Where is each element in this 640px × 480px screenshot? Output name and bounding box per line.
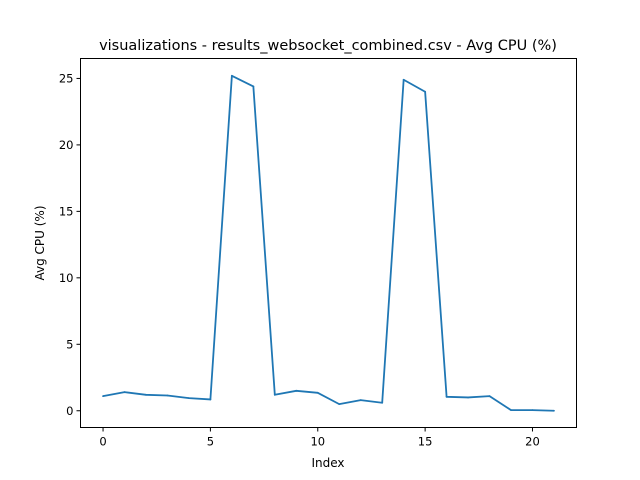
data-point — [424, 90, 427, 93]
x-tick-label: 10 — [310, 435, 325, 449]
x-tick-label: 0 — [99, 435, 106, 449]
chart-title: visualizations - results_websocket_combi… — [99, 38, 557, 54]
y-tick-label: 20 — [59, 138, 74, 152]
x-tick-label: 20 — [525, 435, 540, 449]
data-point — [230, 74, 233, 77]
data-point — [273, 393, 276, 396]
data-point — [166, 394, 169, 397]
data-point — [338, 403, 341, 406]
data-point — [295, 389, 298, 392]
data-point — [316, 391, 319, 394]
data-point — [359, 399, 362, 402]
series-line — [102, 74, 554, 412]
y-axis-label: Avg CPU (%) — [33, 205, 47, 280]
data-point — [102, 395, 104, 398]
data-point — [209, 398, 212, 401]
data-point — [488, 395, 491, 398]
x-axis-label: Index — [311, 456, 344, 470]
data-point — [145, 393, 147, 396]
y-tick-label: 0 — [66, 404, 73, 418]
axes-frame — [80, 58, 577, 428]
data-point — [531, 409, 534, 411]
data-point — [510, 409, 512, 411]
data-point — [445, 395, 448, 398]
data-point — [188, 397, 190, 400]
y-tick-label: 25 — [59, 71, 74, 85]
data-point — [381, 401, 384, 404]
y-tick-label: 15 — [59, 204, 74, 218]
data-point — [467, 396, 469, 399]
series-layer — [102, 74, 555, 412]
data-point — [123, 391, 126, 394]
data-point — [402, 78, 405, 81]
x-axis-ticks: 0 5 10 15 20 — [99, 427, 540, 449]
y-tick-label: 5 — [66, 337, 73, 351]
x-tick-label: 15 — [418, 435, 433, 449]
data-point — [252, 85, 255, 88]
data-point — [553, 409, 555, 412]
y-tick-label: 10 — [59, 271, 74, 285]
y-axis-ticks: 0 5 10 15 20 25 — [59, 71, 81, 418]
x-tick-label: 5 — [207, 435, 214, 449]
